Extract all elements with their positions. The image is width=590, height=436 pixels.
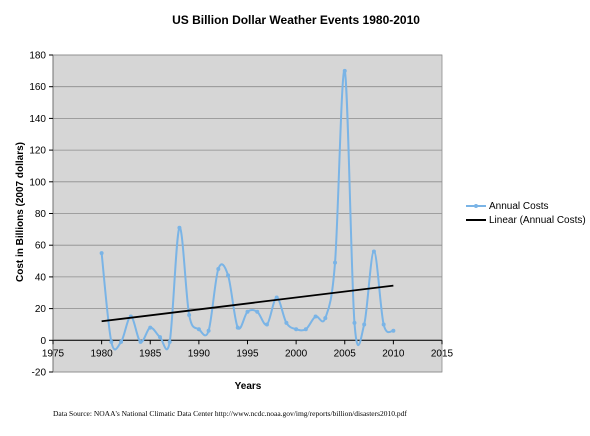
x-axis-title: Years — [235, 381, 262, 392]
data-point — [352, 320, 357, 325]
y-tick-label: 140 — [29, 114, 46, 125]
y-axis-title: Cost in Billions (2007 dollars) — [15, 142, 26, 282]
data-point — [216, 266, 221, 271]
data-point — [138, 339, 143, 344]
x-tick-label: 2000 — [285, 348, 308, 359]
y-tick-label: 180 — [29, 51, 46, 62]
y-tick-label: 20 — [35, 304, 47, 315]
data-point — [206, 328, 211, 333]
source-note: Data Source: NOAA's National Climatic Da… — [53, 409, 407, 418]
data-point — [362, 322, 367, 327]
legend-label-annual-costs: Annual Costs — [489, 201, 548, 212]
x-tick-label: 1980 — [91, 348, 114, 359]
y-tick-label: 40 — [35, 272, 47, 283]
x-tick-label: 2010 — [382, 348, 405, 359]
series-line-1 — [101, 284, 394, 323]
data-point — [196, 327, 201, 332]
data-point — [235, 325, 240, 330]
data-point — [391, 328, 396, 333]
y-tick-label: 0 — [40, 336, 46, 347]
chart-title: US Billion Dollar Weather Events 1980-20… — [172, 13, 420, 27]
data-point — [148, 325, 153, 330]
data-point — [99, 251, 104, 256]
y-tick-label: 60 — [35, 241, 47, 252]
x-tick-label: 1995 — [236, 348, 259, 359]
data-point — [274, 295, 279, 300]
data-point — [226, 273, 231, 278]
data-point — [255, 309, 260, 314]
y-tick-label: 80 — [35, 209, 47, 220]
data-point — [109, 339, 114, 344]
data-point — [245, 309, 250, 314]
data-point — [323, 316, 328, 321]
data-point — [342, 68, 347, 73]
legend-label-linear: Linear (Annual Costs) — [489, 215, 586, 226]
x-tick-label: 2005 — [334, 348, 357, 359]
legend-marker-annual-costs — [474, 204, 478, 208]
y-tick-label: 100 — [29, 177, 46, 188]
y-axis-ticks: -20 0 20 40 60 80 100 120 140 160 180 — [29, 51, 53, 379]
data-point — [187, 312, 192, 317]
data-point — [333, 260, 338, 265]
x-tick-label: 1985 — [139, 348, 162, 359]
legend: Annual Costs Linear (Annual Costs) — [466, 201, 586, 226]
data-point — [371, 249, 376, 254]
x-axis-ticks: 1975 1980 1985 1990 1995 2000 2005 2010 2015 — [42, 340, 454, 359]
data-point — [313, 314, 318, 319]
y-tick-label: -20 — [32, 368, 47, 379]
data-point — [284, 320, 289, 325]
data-point — [264, 322, 269, 327]
y-tick-label: 120 — [29, 146, 46, 157]
y-tick-label: 160 — [29, 82, 46, 93]
data-point — [119, 339, 124, 344]
data-point — [167, 339, 172, 344]
series-group — [99, 68, 396, 351]
data-point — [157, 335, 162, 340]
x-tick-label: 1990 — [188, 348, 211, 359]
x-tick-label: 1975 — [42, 348, 65, 359]
data-point — [294, 327, 299, 332]
x-tick-label: 2015 — [431, 348, 454, 359]
data-point — [303, 327, 308, 332]
data-point — [177, 225, 182, 230]
data-point — [381, 322, 386, 327]
